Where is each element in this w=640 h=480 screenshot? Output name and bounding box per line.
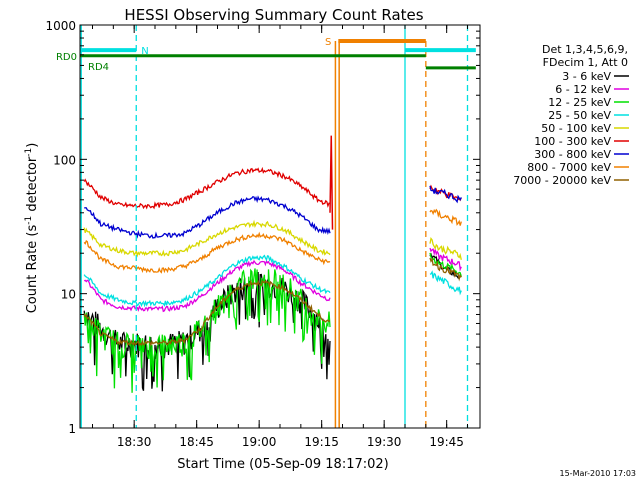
late-series-line-0 <box>429 252 462 279</box>
late-series-line-4 <box>429 236 462 260</box>
legend: Det 1,3,4,5,6,9, FDecim 1, Att 0 3 - 6 k… <box>513 43 629 187</box>
legend-label: 6 - 12 keV <box>555 83 611 96</box>
series-line-50to100keV <box>83 219 331 258</box>
legend-label: 100 - 300 keV <box>534 135 611 148</box>
legend-header-line-2: FDecim 1, Att 0 <box>543 56 628 69</box>
series-line-300to800keV <box>84 195 331 239</box>
plot-area <box>80 25 476 428</box>
x-tick-label: 18:45 <box>179 435 214 449</box>
late-series-line-7 <box>429 208 462 226</box>
legend-label: 7000 - 20000 keV <box>513 174 611 187</box>
x-tick-label: 19:45 <box>429 435 464 449</box>
y-tick-label: 1 <box>68 422 76 436</box>
late-series-line-8 <box>429 257 462 282</box>
legend-header-line-1: Det 1,3,4,5,6,9, <box>542 43 628 56</box>
s-label: S <box>325 37 331 48</box>
series-line-25to50keV <box>83 254 331 308</box>
series-line-100to300keV <box>83 166 331 210</box>
x-tick-label: 19:30 <box>367 435 402 449</box>
legend-label: 25 - 50 keV <box>548 109 611 122</box>
x-tick-label: 18:30 <box>117 435 152 449</box>
series-line-12to25keV <box>83 268 331 393</box>
legend-label: 300 - 800 keV <box>534 148 611 161</box>
rd4-label: RD4 <box>88 62 109 73</box>
x-tick-label: 19:00 <box>242 435 277 449</box>
legend-label: 12 - 25 keV <box>548 96 611 109</box>
plot-frame <box>79 24 481 429</box>
series-line-7000to20000keV <box>83 279 331 347</box>
y-axis: 1 10 100 1000 <box>45 19 480 436</box>
series-line-800to7000keV <box>83 231 331 274</box>
spike-mark <box>329 135 334 230</box>
y-tick-label: 100 <box>53 153 76 167</box>
n-label: N <box>141 46 148 57</box>
late-series-line-6 <box>429 185 462 204</box>
late-series-line-3 <box>429 270 462 296</box>
legend-label: 3 - 6 keV <box>562 70 611 83</box>
y-tick-label: 10 <box>61 288 76 302</box>
x-tick-label: 19:15 <box>304 435 339 449</box>
x-axis-label: Start Time (05-Sep-09 18:17:02) <box>177 457 388 472</box>
y-tick-label: 1000 <box>45 19 76 33</box>
late-series-line-2 <box>429 252 462 277</box>
series-line-6to12keV <box>84 259 331 313</box>
legend-label: 50 - 100 keV <box>541 122 611 135</box>
y-axis-label: Count Rate (s-1 detector-1) <box>24 143 40 314</box>
chart-title: HESSI Observing Summary Count Rates <box>124 6 423 24</box>
x-axis: 18:30 18:45 19:00 19:15 19:30 19:45 <box>92 25 468 449</box>
footer-timestamp: 15-Mar-2010 17:03 <box>560 469 637 478</box>
rd0-label: RD0 <box>56 52 77 63</box>
legend-label: 800 - 7000 keV <box>527 161 611 174</box>
